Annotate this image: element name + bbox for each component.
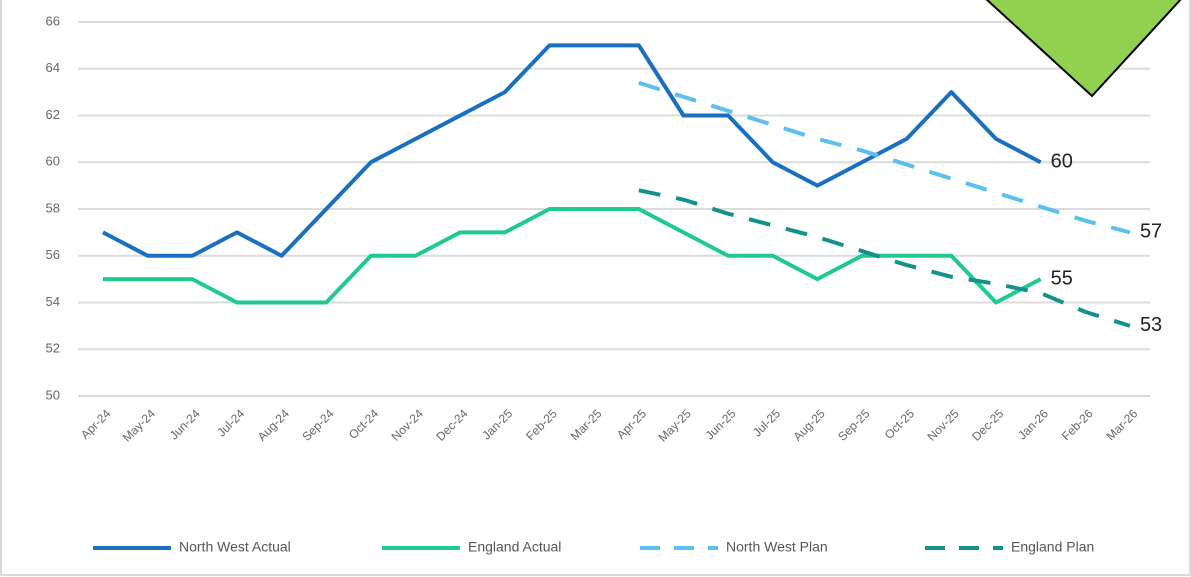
- x-tick-label: Dec-24: [433, 406, 470, 443]
- x-tick-label: Feb-25: [523, 406, 560, 443]
- x-tick-label: Jun-25: [703, 406, 739, 442]
- y-tick-label: 54: [46, 294, 60, 309]
- series-line: [102, 43, 1042, 258]
- x-tick-label: Feb-26: [1059, 406, 1096, 443]
- end-value-label: 55: [1051, 267, 1073, 289]
- series-line: [638, 188, 1131, 328]
- x-tick-label: Jan-26: [1015, 406, 1051, 442]
- x-tick-label: May-24: [120, 406, 158, 444]
- legend-label: North West Actual: [179, 539, 291, 555]
- x-tick-label: Dec-25: [969, 406, 1006, 443]
- y-tick-label: 60: [46, 154, 60, 169]
- y-tick-label: 50: [46, 387, 60, 402]
- y-tick-label: 56: [46, 247, 60, 262]
- end-value-label: 60: [1051, 151, 1073, 173]
- x-tick-label: Nov-25: [924, 406, 961, 443]
- end-value-label: 57: [1140, 221, 1162, 243]
- x-tick-label: Mar-26: [1104, 406, 1141, 443]
- x-tick-label: Aug-25: [790, 406, 827, 443]
- x-tick-label: Oct-24: [346, 406, 382, 442]
- x-tick-label: Oct-25: [882, 406, 918, 442]
- x-tick-label: Aug-24: [255, 406, 292, 443]
- y-tick-label: 52: [46, 341, 60, 356]
- legend-label: England Actual: [468, 539, 561, 555]
- x-tick-label: Jun-24: [167, 406, 203, 442]
- x-tick-label: Sep-25: [835, 406, 872, 443]
- x-tick-label: Jan-25: [479, 406, 515, 442]
- legend-label: North West Plan: [726, 539, 828, 555]
- x-tick-label: May-25: [656, 406, 694, 444]
- end-value-label: 53: [1140, 314, 1162, 336]
- x-tick-label: Sep-24: [299, 406, 336, 443]
- y-tick-label: 62: [46, 107, 60, 122]
- legend-label: England Plan: [1011, 539, 1094, 555]
- series-line: [103, 207, 1042, 305]
- x-tick-label: Jul-25: [750, 406, 783, 439]
- x-tick-label: Nov-24: [389, 406, 426, 443]
- x-tick-label: Apr-25: [614, 406, 650, 442]
- marker-triangle: [985, 0, 1182, 98]
- x-tick-label: Apr-24: [78, 406, 114, 442]
- plot-area: 50 52 54 56 58 60 62 64 66 Apr-24 May-24 Jun-24 Jul-…: [46, 13, 1163, 554]
- x-tick-label: Jul-24: [214, 406, 247, 439]
- y-tick-label: 64: [46, 60, 60, 75]
- series-line: [638, 80, 1131, 235]
- y-tick-label: 58: [46, 200, 60, 215]
- x-tick-label: Mar-25: [568, 406, 605, 443]
- y-tick-label: 66: [46, 13, 60, 28]
